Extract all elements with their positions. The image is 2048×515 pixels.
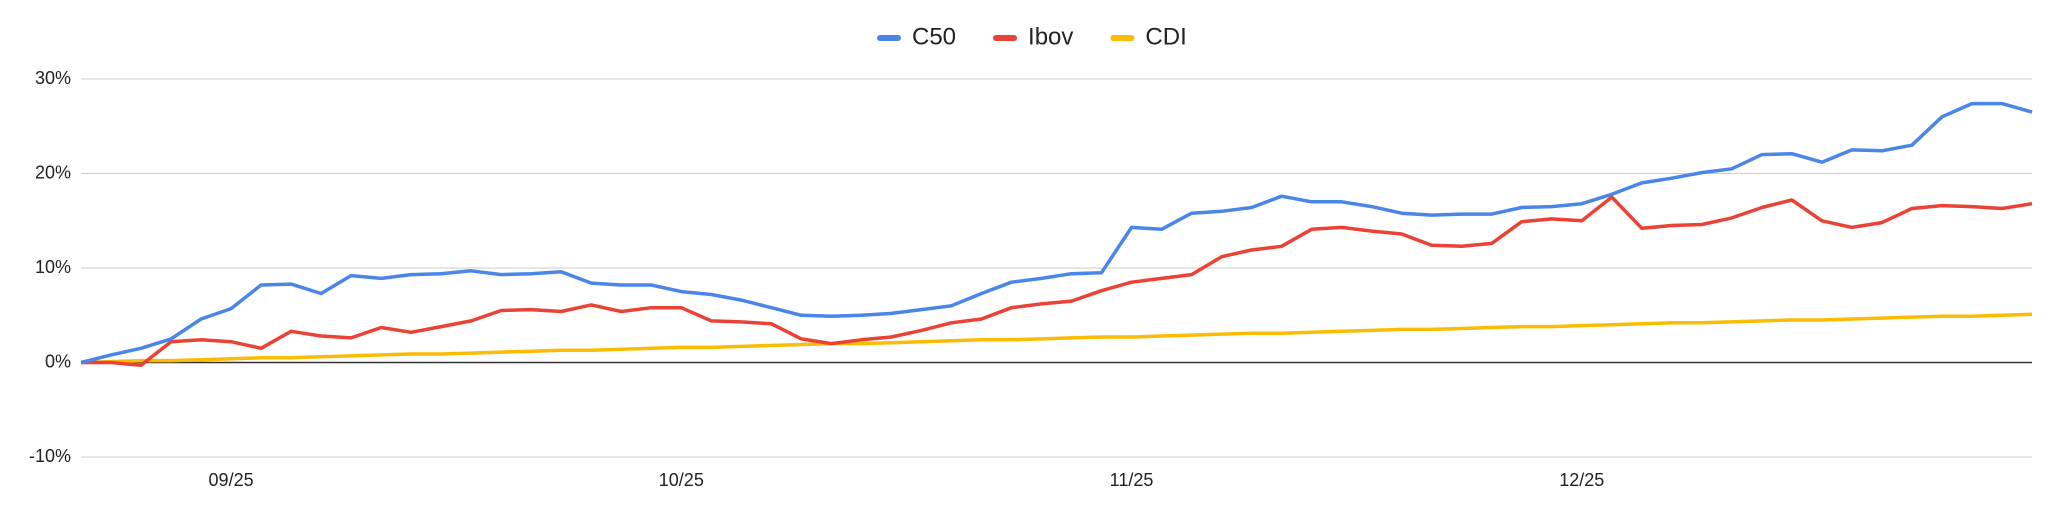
y-tick-label: 10% <box>35 257 71 277</box>
x-tick-label: 11/25 <box>1110 470 1154 490</box>
y-tick-label: 0% <box>45 351 71 371</box>
y-tick-label: 20% <box>35 162 71 182</box>
legend-label: CDI <box>1145 23 1186 50</box>
legend-label: Ibov <box>1028 23 1073 50</box>
x-tick-label: 09/25 <box>209 470 254 490</box>
y-tick-label: -10% <box>29 446 71 466</box>
x-tick-label: 10/25 <box>659 470 704 490</box>
series-line <box>81 195 2033 368</box>
x-tick-label: 12/25 <box>1559 470 1604 490</box>
y-tick-label: 30% <box>35 68 71 88</box>
series-line <box>80 312 2033 365</box>
series-line <box>80 101 2033 365</box>
legend-label: C50 <box>912 23 956 50</box>
